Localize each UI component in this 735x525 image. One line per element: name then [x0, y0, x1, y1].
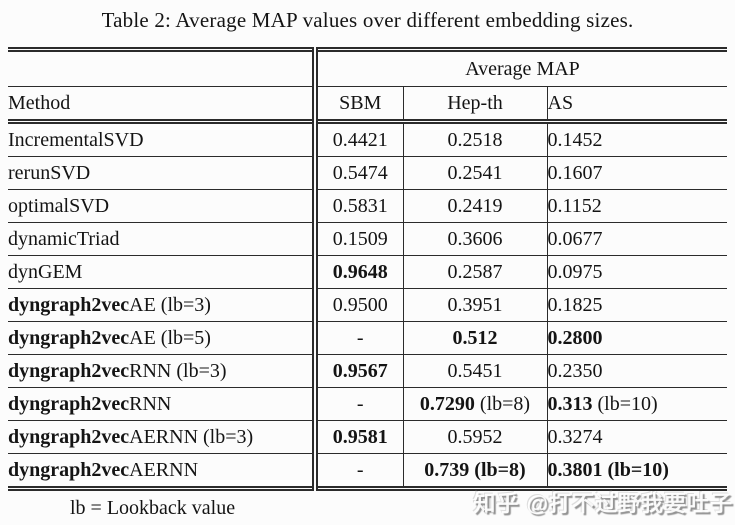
table-row: dyngraph2vecRNN (lb=3) 0.9567 0.5451 0.2…: [8, 354, 727, 388]
method-cell: rerunSVD: [8, 156, 318, 190]
as-value-cell: 0.1607: [547, 156, 727, 190]
table-row: dynGEM 0.9648 0.2587 0.0975: [8, 255, 727, 289]
group-header-row: Average MAP: [8, 47, 727, 87]
table-row: dyngraph2vecAE (lb=5) - 0.512 0.2800: [8, 321, 727, 355]
as-value-cell: 0.0677: [547, 222, 727, 256]
method-cell: dyngraph2vecAERNN (lb=3): [8, 420, 318, 454]
method-cell: dyngraph2vecRNN: [8, 387, 318, 421]
table-caption: Table 2: Average MAP values over differe…: [101, 8, 634, 32]
group-header-average-map: Average MAP: [315, 47, 727, 87]
hepth-value-cell: 0.3951: [403, 288, 548, 322]
zhihu-watermark: 知乎 @打不过野我要吐子: [473, 491, 733, 516]
method-cell: dyngraph2vecAE (lb=5): [8, 321, 318, 355]
method-cell: dynGEM: [8, 255, 318, 289]
hepth-value-cell: 0.2518: [403, 121, 548, 157]
sbm-value-cell: -: [315, 387, 404, 421]
as-value-cell: 0.2350: [547, 354, 727, 388]
as-value-cell: 0.1152: [547, 189, 727, 223]
method-cell: dynamicTriad: [8, 222, 318, 256]
sbm-value-cell: 0.9567: [315, 354, 404, 388]
empty-corner-cell: [8, 47, 318, 87]
table-row: rerunSVD 0.5474 0.2541 0.1607: [8, 156, 727, 190]
method-cell: dyngraph2vecRNN (lb=3): [8, 354, 318, 388]
hepth-value-cell: 0.739 (lb=8): [403, 453, 548, 491]
column-header-sbm: SBM: [315, 86, 404, 124]
hepth-value-cell: 0.3606: [403, 222, 548, 256]
sbm-value-cell: 0.1509: [315, 222, 404, 256]
method-cell: IncrementalSVD: [8, 121, 318, 157]
as-value-cell: 0.2800: [547, 321, 727, 355]
hepth-value-cell: 0.512: [403, 321, 548, 355]
column-header-hepth: Hep-th: [403, 86, 548, 124]
table-row: dynamicTriad 0.1509 0.3606 0.0677: [8, 222, 727, 256]
sbm-value-cell: 0.5831: [315, 189, 404, 223]
table-row: dyngraph2vecAERNN (lb=3) 0.9581 0.5952 0…: [8, 420, 727, 454]
hepth-value-cell: 0.2587: [403, 255, 548, 289]
method-rest: IncrementalSVD: [8, 128, 144, 151]
table-row: dyngraph2vecAERNN - 0.739 (lb=8) 0.3801 …: [8, 453, 727, 491]
method-cell: optimalSVD: [8, 189, 318, 223]
sbm-value-cell: -: [315, 321, 404, 355]
hepth-value-cell: 0.5952: [403, 420, 548, 454]
table-row: dyngraph2vecRNN - 0.7290 (lb=8) 0.313 (l…: [8, 387, 727, 421]
table-row: optimalSVD 0.5831 0.2419 0.1152: [8, 189, 727, 223]
method-cell: dyngraph2vecAERNN: [8, 453, 318, 491]
table-row: IncrementalSVD 0.4421 0.2518 0.1452: [8, 121, 727, 157]
sbm-value-cell: 0.5474: [315, 156, 404, 190]
hepth-value-cell: 0.5451: [403, 354, 548, 388]
as-value-cell: 0.3801 (lb=10): [547, 453, 727, 491]
sbm-value-cell: 0.9581: [315, 420, 404, 454]
as-value-cell: 0.3274: [547, 420, 727, 454]
hepth-value-cell: 0.2419: [403, 189, 548, 223]
sbm-value-cell: -: [315, 453, 404, 491]
column-header-as: AS: [547, 86, 727, 124]
as-value-cell: 0.1452: [547, 121, 727, 157]
hepth-value-cell: 0.2541: [403, 156, 548, 190]
lookback-footnote: lb = Lookback value: [70, 497, 236, 519]
method-cell: dyngraph2vecAE (lb=3): [8, 288, 318, 322]
sbm-value-cell: 0.9648: [315, 255, 404, 289]
column-header-row: Method SBM Hep-th AS: [8, 86, 727, 124]
sbm-value-cell: 0.4421: [315, 121, 404, 157]
column-header-method: Method: [8, 86, 318, 124]
table-row: dyngraph2vecAE (lb=3) 0.9500 0.3951 0.18…: [8, 288, 727, 322]
sbm-value-cell: 0.9500: [315, 288, 404, 322]
hepth-value-cell: 0.7290 (lb=8): [403, 387, 548, 421]
map-results-table: Average MAP Method SBM Hep-th AS Increme…: [8, 47, 727, 491]
as-value-cell: 0.0975: [547, 255, 727, 289]
as-value-cell: 0.1825: [547, 288, 727, 322]
as-value-cell: 0.313 (lb=10): [547, 387, 727, 421]
